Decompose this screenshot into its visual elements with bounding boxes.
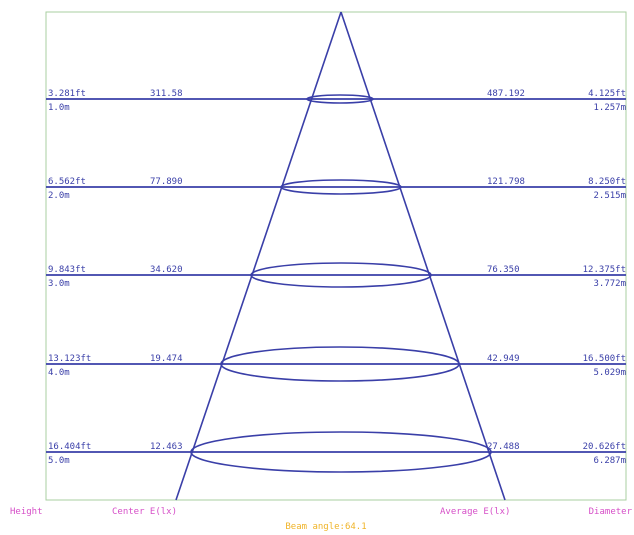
height-m: 4.0m — [48, 368, 70, 378]
diagram-frame — [45, 11, 627, 501]
height-m: 5.0m — [48, 456, 70, 466]
average-lux: 487.192 — [487, 89, 525, 99]
beam-angle-label: Beam angle:64.1 — [285, 522, 366, 532]
center-lux: 19.474 — [150, 354, 183, 364]
height-ft: 9.843ft — [48, 265, 86, 275]
diameter-column-label: Diameter — [589, 507, 633, 517]
average-lux: 76.350 — [487, 265, 520, 275]
diameter-ft: 20.626ft — [583, 442, 626, 452]
level-row-4: 13.123ft 4.0m 19.474 42.949 16.500ft 5.0… — [46, 346, 626, 382]
beam-ellipse — [280, 179, 402, 195]
height-ft: 6.562ft — [48, 177, 86, 187]
center-lux-column-label: Center E(lx) — [112, 507, 177, 517]
center-lux: 77.890 — [150, 177, 183, 187]
level-row-2: 6.562ft 2.0m 77.890 121.798 8.250ft 2.51… — [46, 177, 626, 201]
height-ft: 13.123ft — [48, 354, 91, 364]
center-lux: 311.58 — [150, 89, 183, 99]
height-m: 2.0m — [48, 191, 70, 201]
height-m: 1.0m — [48, 103, 70, 113]
height-m: 3.0m — [48, 279, 70, 289]
diameter-m: 6.287m — [593, 456, 626, 466]
height-ft: 3.281ft — [48, 89, 86, 99]
height-ft: 16.404ft — [48, 442, 91, 452]
cone-left-edge — [175, 11, 342, 501]
beam-ellipse — [190, 431, 492, 473]
beam-ellipse — [220, 346, 460, 382]
diameter-m: 5.029m — [593, 368, 626, 378]
height-column-label: Height — [10, 507, 43, 517]
diameter-ft: 8.250ft — [588, 177, 626, 187]
level-row-3: 9.843ft 3.0m 34.620 76.350 12.375ft 3.77… — [46, 262, 626, 289]
average-lux: 27.488 — [487, 442, 520, 452]
average-lux: 121.798 — [487, 177, 525, 187]
diameter-m: 1.257m — [593, 103, 626, 113]
average-lux: 42.949 — [487, 354, 520, 364]
diameter-ft: 16.500ft — [583, 354, 626, 364]
diameter-m: 2.515m — [593, 191, 626, 201]
average-lux-column-label: Average E(lx) — [440, 507, 510, 517]
diameter-ft: 4.125ft — [588, 89, 626, 99]
diameter-m: 3.772m — [593, 279, 626, 289]
beam-ellipse — [306, 94, 374, 104]
center-lux: 34.620 — [150, 265, 183, 275]
diameter-ft: 12.375ft — [583, 265, 626, 275]
level-row-1: 3.281ft 1.0m 311.58 487.192 4.125ft 1.25… — [46, 89, 626, 113]
level-row-5: 16.404ft 5.0m 12.463 27.488 20.626ft 6.2… — [46, 431, 626, 473]
beam-ellipse — [250, 262, 432, 288]
cone-right-edge — [340, 11, 506, 501]
center-lux: 12.463 — [150, 442, 183, 452]
